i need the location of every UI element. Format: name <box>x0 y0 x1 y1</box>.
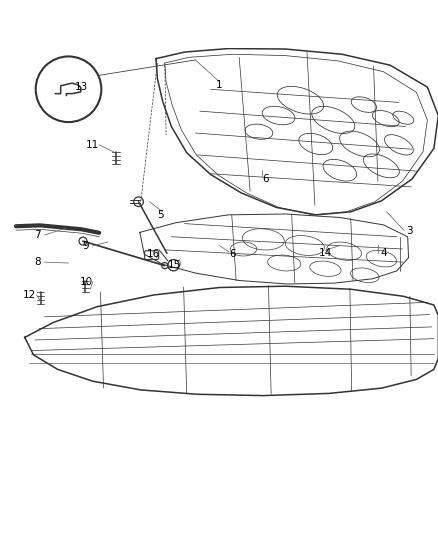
Text: 13: 13 <box>75 82 88 92</box>
Text: 3: 3 <box>406 225 412 236</box>
Text: 6: 6 <box>229 249 235 259</box>
Text: 4: 4 <box>379 248 386 259</box>
Text: 11: 11 <box>86 140 99 150</box>
Text: 5: 5 <box>157 210 163 220</box>
Text: 8: 8 <box>35 257 41 267</box>
Text: 16: 16 <box>146 249 159 259</box>
Text: 6: 6 <box>261 174 268 184</box>
Text: 12: 12 <box>22 290 35 300</box>
Text: 1: 1 <box>215 80 223 90</box>
Text: 10: 10 <box>79 277 92 287</box>
Text: 9: 9 <box>82 241 89 251</box>
Text: 7: 7 <box>35 230 41 240</box>
Text: 14: 14 <box>318 248 331 259</box>
Text: 15: 15 <box>168 260 181 270</box>
